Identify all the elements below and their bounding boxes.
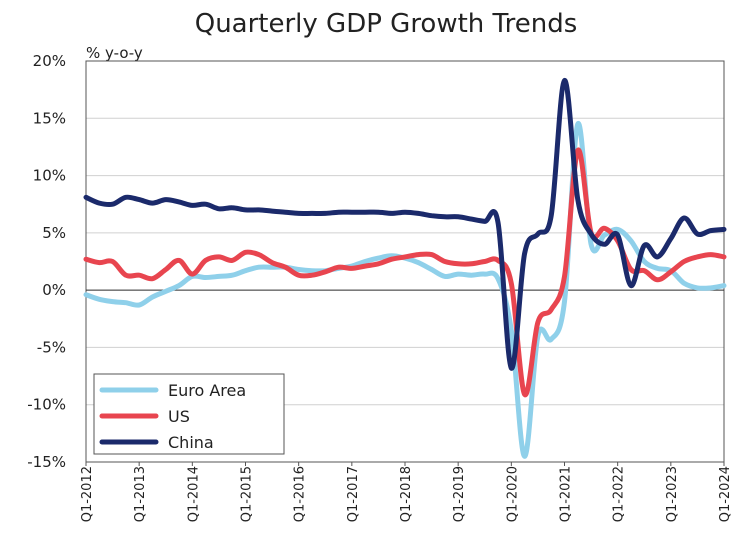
x-tick-label: Q1-2013 — [133, 466, 148, 522]
x-tick-label: Q1-2012 — [80, 466, 95, 522]
x-tick-label: Q1-2017 — [346, 466, 361, 522]
series-line-us — [83, 147, 727, 397]
y-tick-label: 15% — [33, 109, 66, 127]
x-tick-label: Q1-2019 — [452, 466, 467, 522]
y-tick-label: -15% — [27, 453, 66, 471]
y-axis-ticks: 20% 15% 10% 5% 0% -5% -10% -15% — [27, 52, 66, 471]
y-tick-label: 5% — [42, 224, 66, 242]
x-tick-label: Q1-2014 — [186, 466, 201, 522]
y-tick-label: 0% — [42, 281, 66, 299]
x-tick-label: Q1-2021 — [559, 466, 574, 522]
y-tick-label: 10% — [33, 167, 66, 185]
legend-label-china: China — [168, 433, 214, 452]
legend-label-euro-area: Euro Area — [168, 381, 246, 400]
x-tick-label: Q1-2022 — [612, 466, 627, 522]
chart-title: Quarterly GDP Growth Trends — [195, 9, 578, 39]
x-axis-ticks: Q1-2012 Q1-2013 Q1-2014 Q1-2015 Q1-2016 Q1-20… — [80, 462, 732, 522]
x-tick-label: Q1-2020 — [505, 466, 520, 522]
legend: Euro Area US China — [93, 373, 285, 455]
unit-label: % y-o-y — [86, 44, 143, 62]
x-tick-label: Q1-2015 — [240, 466, 255, 522]
y-tick-label: -10% — [27, 396, 66, 414]
legend-label-us: US — [168, 407, 190, 426]
series-line-china — [83, 77, 727, 371]
x-tick-label: Q1-2016 — [293, 466, 308, 522]
series-line-euro-area — [83, 121, 727, 459]
x-tick-label: Q1-2023 — [665, 466, 680, 522]
x-tick-label: Q1-2024 — [718, 466, 732, 522]
y-tick-label: 20% — [33, 52, 66, 70]
x-tick-label: Q1-2018 — [399, 466, 414, 522]
series-lines — [83, 77, 727, 459]
y-tick-label: -5% — [37, 338, 66, 356]
